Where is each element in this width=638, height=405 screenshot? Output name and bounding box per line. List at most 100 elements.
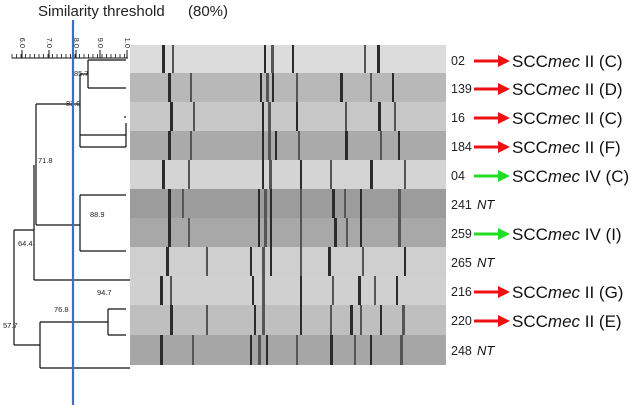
gel-band	[252, 276, 254, 306]
gel-band	[370, 335, 372, 365]
gel-band	[402, 305, 405, 335]
gel-band	[394, 102, 396, 132]
gel-band	[400, 335, 403, 365]
gel-lane-background	[130, 218, 446, 248]
gel-lane-background	[130, 305, 446, 335]
red-arrow-icon	[498, 83, 510, 95]
gel-lane	[130, 189, 446, 219]
gel-band	[262, 276, 265, 306]
gel-lane	[130, 276, 446, 306]
gel-band	[272, 73, 274, 103]
strain-row: 02 SCCmec II (C)	[451, 52, 623, 71]
node-value-label: 64.4	[18, 239, 33, 248]
gel-band	[168, 131, 171, 161]
gel-band	[300, 218, 302, 248]
gel-band	[162, 45, 165, 75]
gel-band	[162, 160, 165, 190]
gel-band	[262, 131, 264, 161]
gel-band	[188, 160, 190, 190]
gel-band	[345, 131, 348, 161]
gel-band	[262, 247, 265, 277]
gel-band	[172, 45, 174, 75]
strain-row: 04 SCCmec IV (C)	[451, 167, 629, 186]
strain-row: 216 SCCmec II (G)	[451, 283, 623, 302]
red-arrow-icon	[498, 112, 510, 124]
strain-id-label: 265	[451, 256, 472, 270]
dendrogram-tree	[13, 59, 130, 369]
gel-band	[206, 247, 208, 277]
gel-band	[296, 73, 298, 103]
gel-band	[380, 305, 382, 335]
gel-band	[262, 160, 264, 190]
gel-band	[268, 131, 271, 161]
sccmec-type-label: SCCmec II (C)	[512, 52, 623, 71]
strain-row: 265 NT	[451, 255, 495, 270]
gel-lane-background	[130, 73, 446, 103]
strain-row: 248 NT	[451, 343, 495, 358]
gel-band	[250, 247, 252, 277]
gel-band	[260, 73, 262, 103]
strain-row: 184 SCCmec II (F)	[451, 138, 621, 157]
gel-band	[404, 160, 406, 190]
gel-lane-background	[130, 276, 446, 306]
gel-band	[328, 247, 331, 277]
gel-band	[345, 102, 347, 132]
gel-band	[193, 102, 195, 132]
gel-band	[168, 218, 171, 248]
gel-band	[270, 218, 272, 248]
gel-band	[166, 247, 169, 277]
gel-band	[266, 335, 268, 365]
gel-band	[258, 189, 260, 219]
gel-band	[258, 218, 260, 248]
red-arrow-icon	[498, 55, 510, 67]
red-arrow-icon	[498, 141, 510, 153]
not-typeable-label: NT	[477, 343, 495, 358]
gel-band	[360, 305, 362, 335]
threshold-percent-label: (80%)	[188, 3, 228, 20]
scale-tick-label: 7.0	[45, 38, 54, 48]
gel-band	[340, 73, 343, 103]
gel-band	[296, 102, 298, 132]
node-value-label: 85.7	[74, 69, 89, 78]
strain-row: 220 SCCmec II (E)	[451, 312, 622, 331]
gel-lane	[130, 247, 446, 277]
gel-band	[360, 218, 362, 248]
gel-band	[346, 218, 348, 248]
gel-band	[266, 73, 269, 103]
gel-band	[264, 45, 266, 75]
gel-band	[264, 189, 267, 219]
gel-band	[192, 335, 194, 365]
gel-band	[350, 305, 353, 335]
scale-tick-label: 1.0	[123, 38, 132, 48]
scale-tick-label: 9.0	[96, 38, 105, 48]
gel-band	[168, 189, 171, 219]
strain-row: 241 NT	[451, 197, 495, 212]
gel-band	[374, 276, 376, 306]
strain-id-label: 04	[451, 169, 465, 183]
gel-lane-background	[130, 102, 446, 132]
gel-band	[258, 335, 261, 365]
strain-id-label: 139	[451, 82, 472, 96]
red-arrow-icon	[498, 286, 510, 298]
gel-band	[264, 218, 267, 248]
strain-row: 16 SCCmec II (C)	[451, 109, 623, 128]
gel-band	[300, 189, 302, 219]
gel-lane-background	[130, 45, 446, 75]
node-value-label: 88.9	[90, 210, 105, 219]
gel-lane	[130, 45, 446, 75]
gel-band	[398, 189, 401, 219]
gel-band	[380, 131, 382, 161]
strain-id-label: 220	[451, 314, 472, 328]
strain-id-label: 248	[451, 344, 472, 358]
gel-band	[170, 276, 172, 306]
green-arrow-icon	[498, 228, 510, 240]
gel-band	[160, 335, 163, 365]
gel-band	[392, 73, 394, 103]
gel-lane	[130, 160, 446, 190]
gel-band	[354, 335, 356, 365]
gel-band	[362, 247, 364, 277]
gel-lane	[130, 335, 446, 365]
red-arrow-icon	[498, 315, 510, 327]
gel-band	[332, 276, 334, 306]
